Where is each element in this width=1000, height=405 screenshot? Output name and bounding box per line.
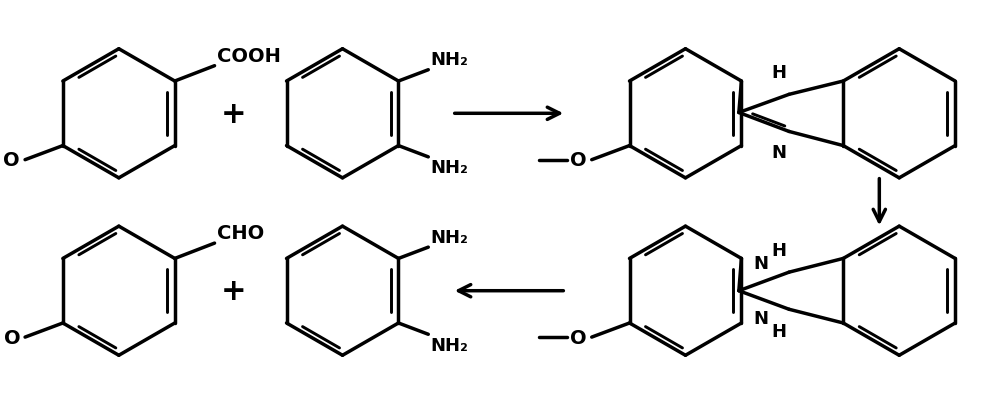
Text: +: + bbox=[220, 100, 246, 128]
Text: N: N bbox=[772, 144, 787, 162]
Text: H: H bbox=[772, 241, 787, 259]
Text: O: O bbox=[3, 151, 19, 170]
Text: O: O bbox=[570, 328, 587, 347]
Text: +: + bbox=[220, 277, 246, 305]
Text: NH₂: NH₂ bbox=[430, 336, 468, 354]
Text: N: N bbox=[754, 255, 769, 273]
Text: NH₂: NH₂ bbox=[430, 228, 468, 246]
Text: NH₂: NH₂ bbox=[430, 51, 468, 69]
Text: N: N bbox=[754, 309, 769, 327]
Text: COOH: COOH bbox=[217, 47, 280, 66]
Text: CHO: CHO bbox=[217, 224, 264, 243]
Text: H: H bbox=[772, 323, 787, 341]
Text: NH₂: NH₂ bbox=[430, 159, 468, 177]
Text: O: O bbox=[570, 151, 587, 170]
Text: O: O bbox=[4, 328, 20, 347]
Text: H: H bbox=[772, 64, 787, 82]
